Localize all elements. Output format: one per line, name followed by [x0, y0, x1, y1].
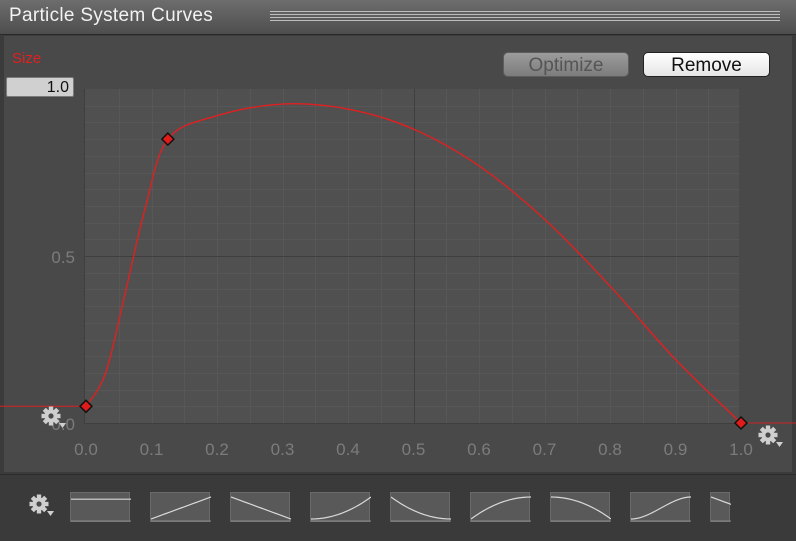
max-value-field[interactable]: 1.0 [6, 77, 74, 97]
x-tick-label: 0.5 [402, 440, 426, 459]
preset-curve-icon [631, 496, 691, 522]
x-tick-label: 1.0 [729, 440, 753, 459]
window-title: Particle System Curves [9, 5, 214, 26]
gear-icon[interactable] [40, 405, 68, 431]
preset-constant[interactable] [70, 492, 131, 522]
optimize-button[interactable]: Optimize [503, 52, 629, 77]
preset-curve-icon [231, 496, 291, 522]
size-curve[interactable] [85, 103, 742, 424]
keyframe-handle[interactable] [160, 132, 175, 147]
preset-curve-icon [311, 496, 371, 522]
title-bar[interactable]: Particle System Curves [0, 0, 796, 35]
preset-partial[interactable] [710, 492, 731, 522]
gear-icon[interactable] [28, 493, 56, 519]
preset-ease-in-down[interactable] [550, 492, 611, 522]
preset-curve-icon [711, 496, 731, 522]
gear-icon[interactable] [757, 424, 785, 450]
x-tick-label: 0.2 [205, 440, 229, 459]
x-tick-label: 0.4 [336, 440, 360, 459]
x-tick-label: 0.6 [467, 440, 491, 459]
preset-linear-up[interactable] [150, 492, 211, 522]
presets-bar [0, 474, 796, 541]
preset-curve-icon [71, 498, 131, 522]
keyframe-handle[interactable] [78, 399, 94, 414]
preset-ease-out-down[interactable] [390, 492, 451, 522]
curve-name-label: Size [12, 50, 42, 67]
preset-ease-in-out-up[interactable] [630, 492, 691, 522]
x-tick-label: 0.0 [74, 440, 98, 459]
preset-curve-icon [391, 496, 451, 522]
drag-grip[interactable] [270, 11, 780, 22]
x-tick-label: 0.8 [598, 440, 622, 459]
preset-curve-icon [551, 496, 611, 522]
keyframe-handle[interactable] [733, 415, 749, 431]
remove-button[interactable]: Remove [643, 52, 770, 77]
preset-ease-in[interactable] [310, 492, 371, 522]
x-tick-label: 0.3 [271, 440, 295, 459]
x-tick-label: 0.1 [140, 440, 164, 459]
preset-curve-icon [151, 496, 211, 522]
preset-linear-down[interactable] [230, 492, 291, 522]
preset-curve-icon [471, 496, 531, 522]
x-tick-label: 0.9 [664, 440, 688, 459]
x-tick-label: 0.7 [533, 440, 557, 459]
preset-ease-out-up[interactable] [470, 492, 531, 522]
y-tick-label: 0.5 [51, 248, 75, 267]
major-grid [84, 89, 739, 424]
